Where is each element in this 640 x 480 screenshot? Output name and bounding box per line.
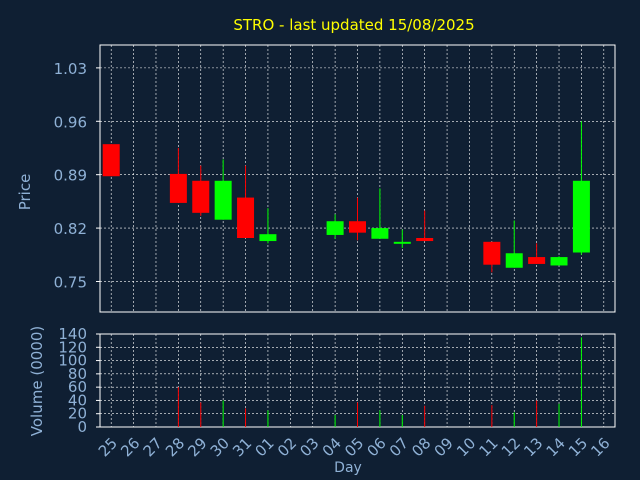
candle-body bbox=[371, 228, 389, 239]
candle-28 bbox=[169, 147, 187, 203]
candle-13 bbox=[528, 243, 546, 264]
candle-14 bbox=[550, 256, 568, 266]
candle-body bbox=[528, 257, 546, 264]
candle-body bbox=[393, 241, 411, 244]
candle-body bbox=[102, 144, 120, 177]
candle-05 bbox=[349, 197, 366, 241]
candle-25 bbox=[102, 144, 120, 177]
candle-body bbox=[572, 180, 590, 253]
volume-tick-label: 20 bbox=[68, 405, 87, 423]
volume-axis-label: Volume (0000) bbox=[28, 326, 46, 436]
volume-tick-label: 0 bbox=[77, 418, 87, 436]
candles bbox=[102, 121, 590, 273]
candle-12 bbox=[505, 220, 523, 268]
candle-body bbox=[259, 234, 277, 242]
candle-body bbox=[214, 180, 232, 220]
price-panel: 1.03 0.96 0.89 0.82 0.75 bbox=[54, 44, 616, 313]
volume-tick-label: 60 bbox=[68, 378, 87, 396]
x-axis-label: Day bbox=[334, 460, 362, 476]
candle-15 bbox=[572, 121, 590, 255]
price-tick-label: 0.75 bbox=[54, 273, 87, 291]
candle-body bbox=[169, 173, 187, 203]
candle-30 bbox=[214, 159, 232, 220]
candle-29 bbox=[192, 165, 210, 216]
price-axis-label: Price bbox=[16, 174, 34, 211]
price-tick-label: 0.96 bbox=[54, 113, 87, 131]
candle-01 bbox=[259, 208, 277, 244]
volume-tick-label: 140 bbox=[58, 325, 87, 343]
volume-bars bbox=[177, 337, 582, 427]
candle-07 bbox=[393, 229, 411, 248]
volume-tick-label: 80 bbox=[68, 365, 87, 383]
candle-31 bbox=[237, 165, 255, 239]
price-y-ticks: 1.03 0.96 0.89 0.82 0.75 bbox=[54, 60, 100, 291]
candle-body bbox=[416, 238, 434, 242]
volume-tick-label: 100 bbox=[58, 352, 87, 370]
candle-08 bbox=[416, 210, 434, 242]
price-tick-label: 0.82 bbox=[54, 220, 87, 238]
chart-title: STRO - last updated 15/08/2025 bbox=[233, 16, 474, 34]
candle-04 bbox=[326, 214, 344, 239]
candle-body bbox=[192, 180, 210, 213]
price-tick-label: 0.89 bbox=[54, 167, 87, 185]
candle-06 bbox=[371, 188, 389, 239]
x-axis-labels: 2526272829303101020304050607080910111213… bbox=[95, 434, 614, 460]
price-tick-label: 1.03 bbox=[54, 60, 87, 78]
candle-11 bbox=[483, 241, 501, 273]
candle-body bbox=[550, 257, 568, 266]
candle-body bbox=[349, 221, 366, 233]
candle-body bbox=[237, 197, 255, 239]
candle-body bbox=[483, 241, 501, 265]
candle-body bbox=[326, 221, 344, 235]
candle-body bbox=[505, 253, 523, 268]
volume-tick-label: 40 bbox=[68, 391, 87, 409]
volume-tick-label: 120 bbox=[58, 338, 87, 356]
